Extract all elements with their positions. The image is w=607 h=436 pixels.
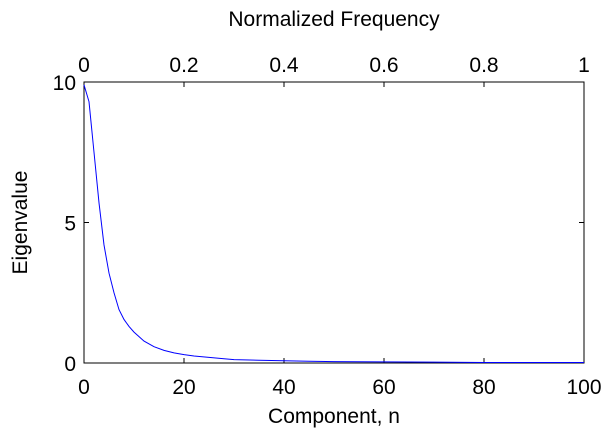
y-tick-label: 10: [53, 72, 76, 95]
top-tick-label: 1: [578, 54, 590, 77]
y-axis-label: Eigenvalue: [9, 171, 32, 275]
y-tick-label: 5: [64, 213, 76, 236]
ticks-layer: [83, 81, 585, 364]
top-axis-label: Normalized Frequency: [228, 8, 440, 31]
top-tick-label: 0.6: [369, 54, 398, 77]
x-tick-label: 40: [272, 376, 295, 399]
x-tick-label: 100: [566, 376, 601, 399]
x-tick-label: 0: [78, 376, 90, 399]
x-axis-label: Component, n: [268, 405, 400, 428]
top-tick-label: 0: [78, 54, 90, 77]
x-tick-label: 60: [372, 376, 395, 399]
top-tick-label: 0.8: [469, 54, 498, 77]
plot-frame: [83, 81, 585, 364]
y-tick-label: 0: [64, 353, 76, 376]
series-line: [83, 84, 584, 363]
x-tick-label: 80: [472, 376, 495, 399]
top-tick-label: 0.2: [169, 54, 198, 77]
top-tick-label: 0.4: [269, 54, 299, 77]
x-tick-label: 20: [172, 376, 195, 399]
